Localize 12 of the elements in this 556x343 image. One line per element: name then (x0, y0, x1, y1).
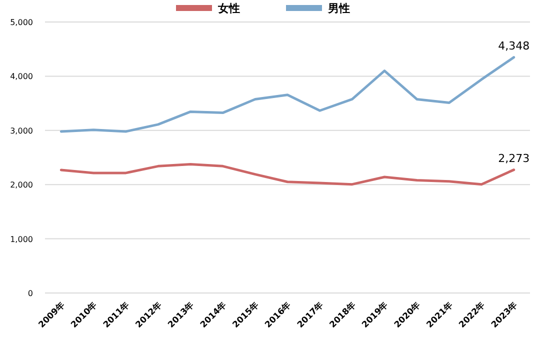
line-series (60, 56, 516, 133)
y-tick-label: 1,000 (10, 234, 33, 244)
y-tick-label: 5,000 (10, 18, 33, 27)
legend-label: 男性 (327, 2, 350, 15)
y-tick-label: 3,000 (10, 126, 33, 136)
data-label: 2,273 (498, 152, 530, 165)
y-tick-label: 0 (28, 289, 33, 298)
y-tick-label: 2,000 (10, 180, 33, 190)
legend-label: 女性 (217, 2, 240, 15)
y-tick-label: 4,000 (10, 72, 33, 82)
data-label: 4,348 (498, 39, 530, 52)
line-series (60, 163, 516, 186)
